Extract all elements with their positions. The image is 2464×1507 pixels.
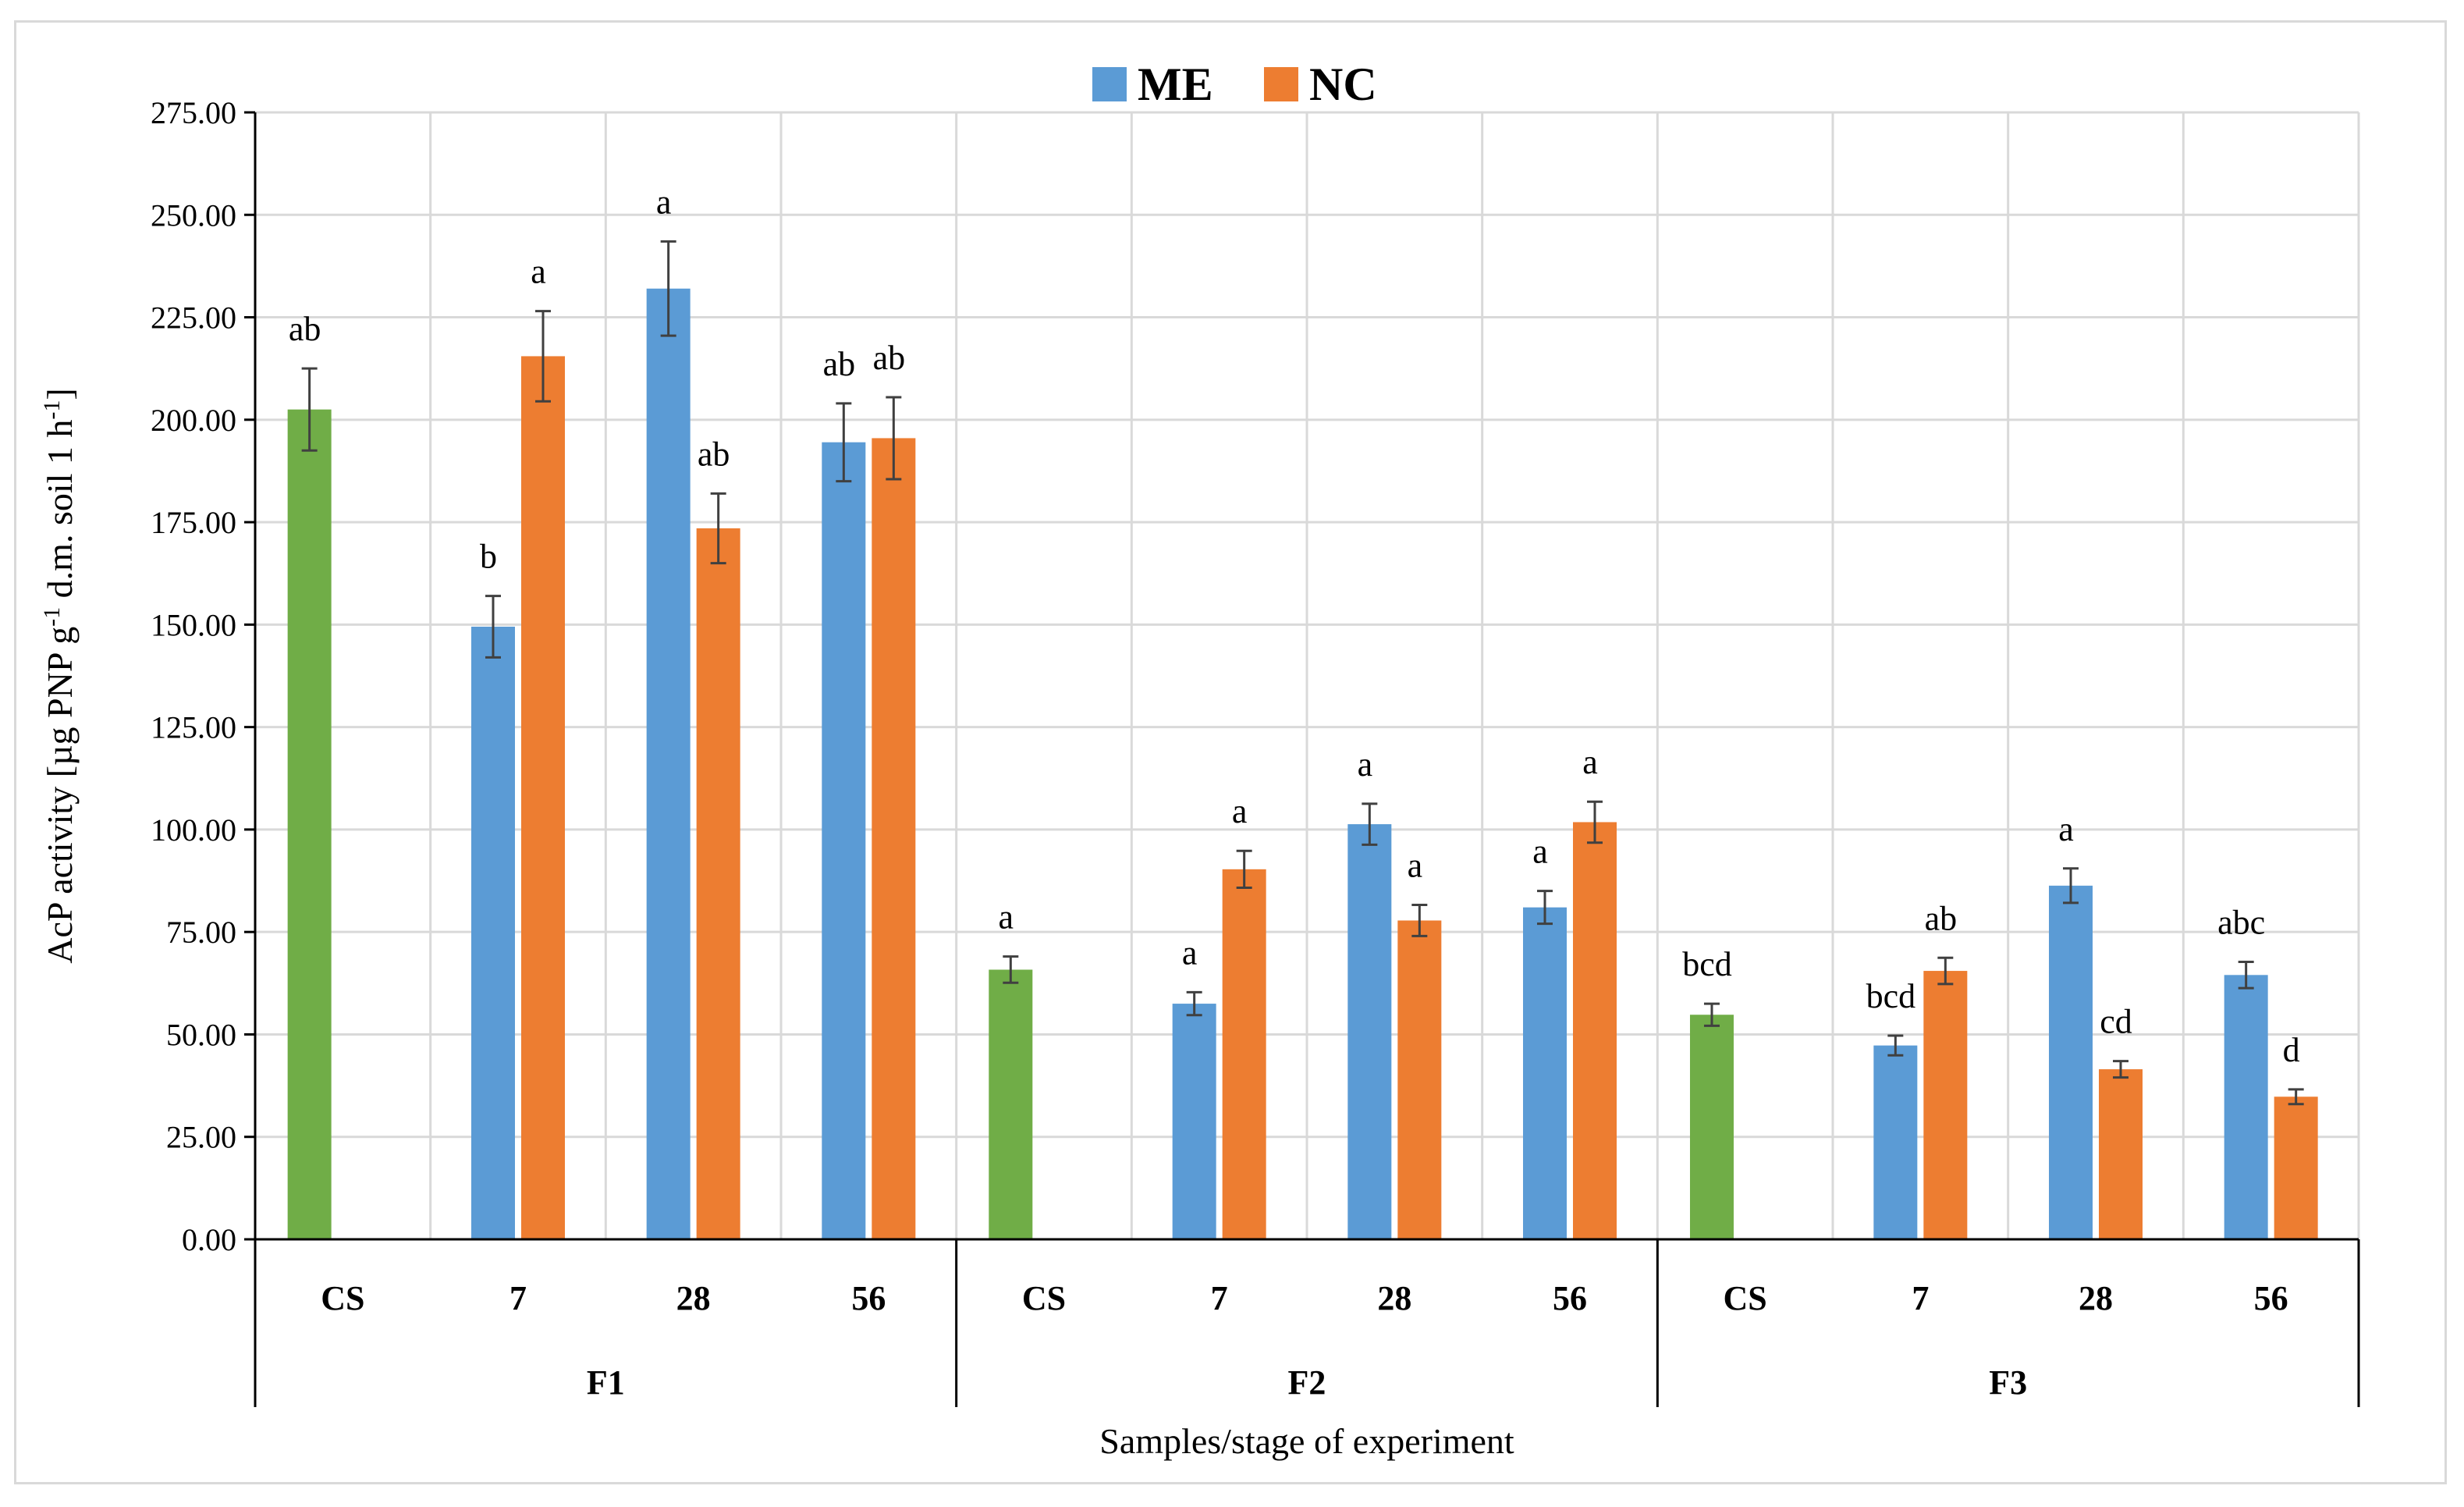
bar-me — [471, 626, 515, 1239]
significance-label: a — [1408, 847, 1423, 885]
significance-label: b — [480, 538, 497, 576]
x-group-label: F3 — [1989, 1363, 2027, 1402]
bar-cs — [989, 969, 1033, 1239]
legend-swatch-nc — [1264, 67, 1298, 101]
bar-me — [822, 442, 866, 1239]
x-group-label: F1 — [587, 1363, 625, 1402]
y-tick-label: 275.00 — [151, 95, 236, 130]
y-tick-label: 50.00 — [166, 1017, 236, 1052]
x-group-label: F2 — [1288, 1363, 1326, 1402]
significance-label: ab — [289, 310, 321, 348]
axes — [244, 111, 2360, 1407]
bar-me — [1873, 1045, 1918, 1239]
significance-label: ab — [1925, 899, 1958, 937]
significance-label: abc — [2217, 904, 2265, 942]
significance-label: a — [531, 253, 546, 291]
legend-label-me: ME — [1138, 59, 1213, 110]
x-axis-title: Samples/stage of experiment — [1099, 1421, 1514, 1461]
bar-me — [646, 288, 691, 1240]
significance-label: cd — [2100, 1003, 2132, 1041]
significance-label: ab — [698, 435, 730, 473]
bar-nc — [1923, 971, 1968, 1239]
y-tick-label: 150.00 — [151, 607, 236, 642]
y-tick-labels: 0.00 25.00 50.00 75.00 100.00 125.00 150.00 175… — [151, 95, 236, 1257]
bar-cs — [1689, 1015, 1734, 1239]
y-tick-label: 75.00 — [166, 915, 236, 950]
bar-cs — [287, 409, 332, 1239]
y-tick-label: 0.00 — [182, 1222, 236, 1257]
bar-me — [2049, 885, 2093, 1239]
bar-nc — [1397, 920, 1442, 1239]
significance-label: bcd — [1866, 977, 1916, 1015]
legend-swatch-me — [1092, 67, 1127, 101]
y-tick-label: 25.00 — [166, 1120, 236, 1155]
significance-label: a — [1582, 743, 1598, 781]
significance-label: bcd — [1682, 945, 1732, 983]
bar-nc — [521, 356, 565, 1239]
significance-label: a — [1532, 833, 1548, 871]
y-axis-title-mid: d.m. soil 1 h — [40, 420, 80, 607]
bar-nc — [1573, 822, 1617, 1239]
y-tick-label: 100.00 — [151, 812, 236, 848]
x-category-label: 56 — [1553, 1279, 1587, 1317]
bar-me — [1523, 907, 1567, 1239]
x-category-label: 56 — [851, 1279, 886, 1317]
x-category-labels: CS 7 28 56 F1 CS 7 28 56 F2 CS 7 28 56 F3 — [321, 1279, 2288, 1402]
bar-me — [2224, 975, 2268, 1239]
y-axis-title-end: ] — [40, 388, 80, 400]
x-category-label: CS — [321, 1279, 364, 1317]
y-tick-label: 250.00 — [151, 197, 236, 233]
legend: ME NC — [1092, 59, 1377, 110]
y-axis-title-sup2: -1 — [39, 400, 65, 420]
bar-nc — [1222, 869, 1266, 1239]
significance-label: a — [999, 898, 1014, 937]
x-category-label: 28 — [2079, 1279, 2113, 1317]
gridlines — [255, 111, 2360, 1239]
significance-label: a — [1358, 745, 1373, 784]
significance-label: a — [656, 183, 672, 221]
y-tick-label: 175.00 — [151, 505, 236, 540]
x-category-label: 28 — [1377, 1279, 1411, 1317]
bar-nc — [2274, 1096, 2318, 1239]
y-tick-label: 225.00 — [151, 300, 236, 336]
significance-label: ab — [873, 339, 906, 377]
significance-label: d — [2283, 1031, 2300, 1069]
y-tick-label: 125.00 — [151, 710, 236, 745]
bar-me — [1347, 824, 1392, 1239]
x-category-label: CS — [1724, 1279, 1767, 1317]
significance-label: a — [1232, 792, 1248, 830]
bar-nc — [872, 438, 916, 1239]
x-category-label: 7 — [1211, 1279, 1228, 1317]
x-category-label: 28 — [676, 1279, 711, 1317]
x-category-label: 56 — [2254, 1279, 2288, 1317]
bar-nc — [2099, 1069, 2143, 1239]
x-category-label: CS — [1022, 1279, 1066, 1317]
y-axis-title: AcP activity [µg PNP g-1 d.m. soil 1 h-1… — [39, 388, 80, 964]
x-category-label: 7 — [1912, 1279, 1929, 1317]
error-bars — [301, 240, 2304, 1106]
y-tick-label: 200.00 — [151, 403, 236, 438]
bar-me — [1172, 1004, 1216, 1239]
x-category-label: 7 — [509, 1279, 527, 1317]
significance-label: a — [1182, 933, 1198, 972]
bars — [287, 288, 2318, 1240]
bar-nc — [696, 528, 740, 1239]
y-axis-title-sup1: -1 — [39, 607, 65, 627]
significance-label: ab — [823, 345, 856, 383]
legend-label-nc: NC — [1309, 59, 1377, 110]
y-axis-title-main: AcP activity [µg PNP g — [40, 627, 80, 964]
significance-label: a — [2058, 810, 2074, 848]
